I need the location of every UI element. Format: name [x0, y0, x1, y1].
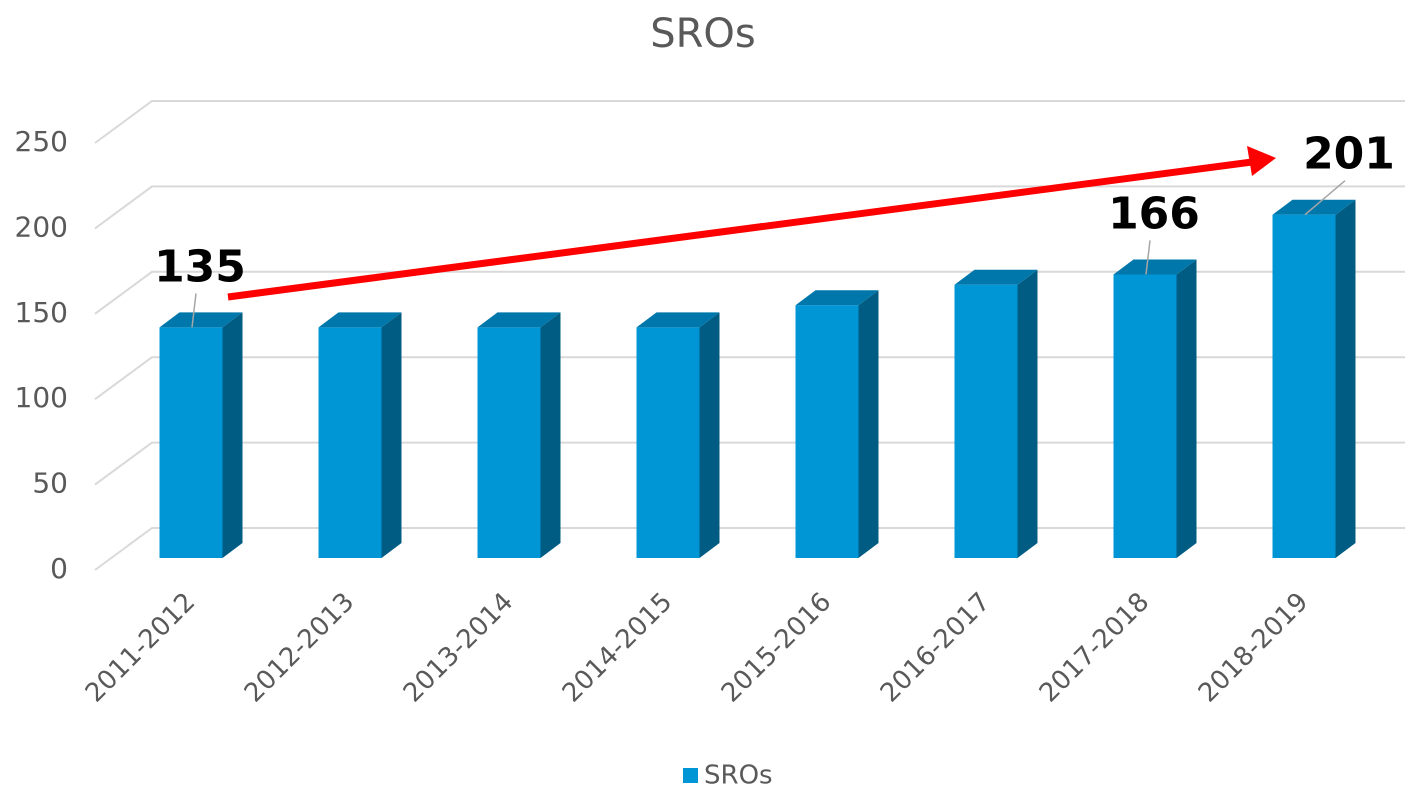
bar-top — [954, 269, 1038, 285]
leader-line — [1304, 180, 1346, 216]
bar — [1113, 259, 1197, 558]
y-tick-label: 250 — [15, 125, 68, 158]
x-tick-label: 2018-2019 — [1193, 587, 1314, 708]
y-tick-label: 150 — [15, 296, 68, 329]
bar-top — [795, 290, 879, 306]
bar-side — [1176, 259, 1197, 558]
x-tick-label: 2013-2014 — [398, 587, 519, 708]
x-tick-label: 2016-2017 — [875, 587, 996, 708]
bar-front — [636, 327, 700, 558]
bar-top — [477, 312, 561, 328]
grid-line — [94, 185, 1405, 230]
y-tick-label: 0 — [50, 552, 68, 585]
leader-line — [191, 293, 197, 328]
bar-top — [159, 312, 243, 328]
bar-top — [636, 312, 720, 328]
y-tick-label: 100 — [15, 381, 68, 414]
grid-line — [94, 270, 1405, 315]
bar-side — [858, 290, 879, 558]
bar-side — [1335, 199, 1356, 558]
bar-front — [1113, 274, 1177, 558]
trend-arrow — [227, 158, 1253, 301]
bar-front — [1272, 214, 1336, 558]
bar-top — [318, 312, 402, 328]
legend-swatch — [683, 768, 698, 783]
data-label: 166 — [1108, 188, 1200, 239]
bar-side — [222, 312, 243, 558]
y-tick-label: 50 — [32, 467, 68, 500]
bar-front — [477, 327, 541, 558]
legend-label: SROs — [704, 761, 773, 789]
bar-front — [795, 305, 859, 558]
bar — [636, 312, 720, 558]
x-tick-label: 2012-2013 — [239, 587, 360, 708]
bar-side — [381, 312, 402, 558]
bar-side — [699, 312, 720, 558]
trend-arrow-head — [1247, 146, 1276, 176]
x-tick-label: 2017-2018 — [1034, 587, 1155, 708]
x-tick-label: 2015-2016 — [716, 587, 837, 708]
bar-side — [1017, 269, 1038, 558]
bar-front — [318, 327, 382, 558]
bar — [795, 290, 879, 558]
bar-front — [159, 327, 223, 558]
bar-top — [1113, 259, 1197, 275]
data-label: 135 — [154, 241, 246, 292]
grid-line — [94, 527, 1405, 571]
bar — [954, 269, 1038, 558]
grid-line — [94, 356, 1405, 401]
chart-title: SROs — [650, 11, 756, 57]
y-tick-label: 200 — [15, 210, 68, 243]
x-tick-label: 2014-2015 — [557, 587, 678, 708]
grid-line — [94, 441, 1405, 486]
bar — [477, 312, 561, 558]
bar-front — [954, 284, 1018, 558]
bar — [159, 312, 243, 558]
data-label: 201 — [1303, 129, 1395, 180]
grid-line — [94, 100, 1405, 144]
bar — [1272, 199, 1356, 558]
bar — [318, 312, 402, 558]
x-tick-label: 2011-2012 — [80, 587, 201, 708]
bar-side — [540, 312, 561, 558]
leader-line — [1145, 240, 1151, 275]
